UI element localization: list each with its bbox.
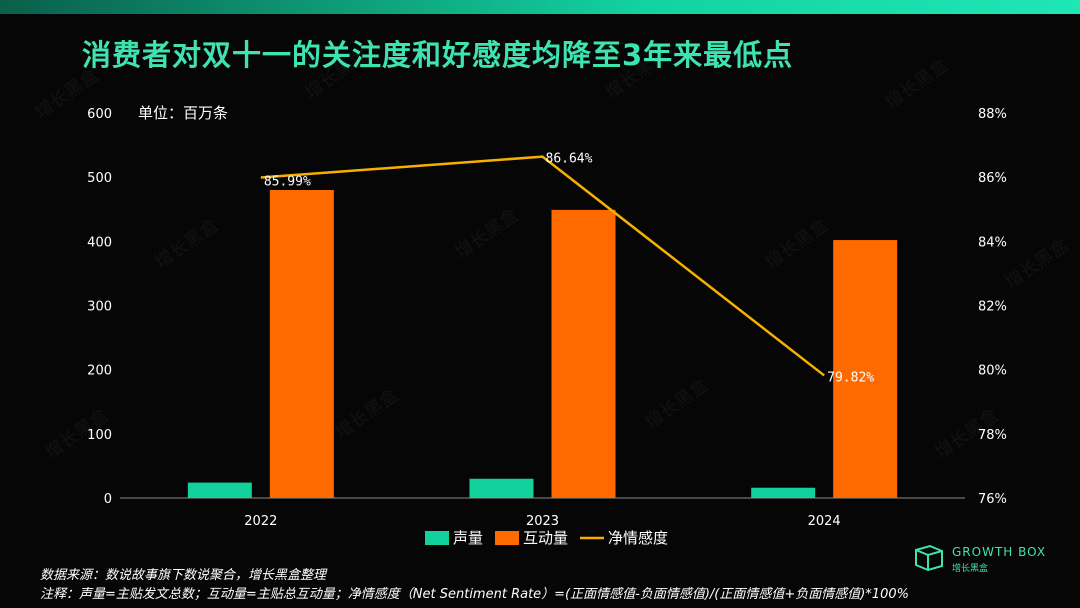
page-title: 消费者对双十一的关注度和好感度均降至3年来最低点 <box>82 38 794 72</box>
y-right-tick-label: 86% <box>978 171 1007 186</box>
y-left-tick-label: 300 <box>87 300 112 315</box>
y-left-tick-label: 400 <box>87 235 112 250</box>
y-left-tick-label: 200 <box>87 364 112 379</box>
y-right-tick-label: 78% <box>978 428 1007 443</box>
y-right-tick-label: 82% <box>978 300 1007 315</box>
unit-label: 单位：百万条 <box>138 104 229 122</box>
y-left-tick-label: 600 <box>87 107 112 122</box>
logo-subtext: 增长黑盒 <box>952 564 989 574</box>
line-净情感度 <box>260 155 825 377</box>
definition-note: 注释：声量=主贴发文总数；互动量=主贴总互动量；净情感度（Net Sentime… <box>40 587 909 602</box>
data-label: 86.64% <box>546 152 593 167</box>
legend-label: 净情感度 <box>608 529 668 547</box>
data-label: 85.99% <box>264 174 311 189</box>
y-left-tick-label: 100 <box>87 428 112 443</box>
cube-logo-icon <box>915 544 943 572</box>
y-left-tick-label: 500 <box>87 171 112 186</box>
legend-swatch <box>495 531 519 545</box>
data-label: 79.82% <box>827 370 874 385</box>
bar-声量 <box>751 487 816 498</box>
x-tick-label: 2023 <box>526 514 559 529</box>
y-left-tick-label: 0 <box>104 492 112 507</box>
bar-互动量 <box>551 209 616 498</box>
x-tick-label: 2024 <box>808 514 841 529</box>
bar-互动量 <box>833 240 898 499</box>
data-source-note: 数据来源：数说故事旗下数说聚合，增长黑盒整理 <box>40 568 327 583</box>
y-right-tick-label: 76% <box>978 492 1007 507</box>
y-right-tick-label: 80% <box>978 364 1007 379</box>
legend-label: 互动量 <box>523 529 568 547</box>
bar-互动量 <box>269 190 334 498</box>
x-tick-label: 2022 <box>244 514 277 529</box>
top-accent-bar <box>0 0 1080 14</box>
y-right-tick-label: 88% <box>978 107 1007 122</box>
legend-swatch <box>425 531 449 545</box>
bar-声量 <box>187 482 252 498</box>
bar-声量 <box>469 478 534 498</box>
logo-text: GROWTH BOX <box>952 545 1047 559</box>
legend-label: 声量 <box>453 529 483 547</box>
y-right-tick-label: 84% <box>978 235 1007 250</box>
growth-box-logo: GROWTH BOX 增长黑盒 <box>912 544 1062 574</box>
